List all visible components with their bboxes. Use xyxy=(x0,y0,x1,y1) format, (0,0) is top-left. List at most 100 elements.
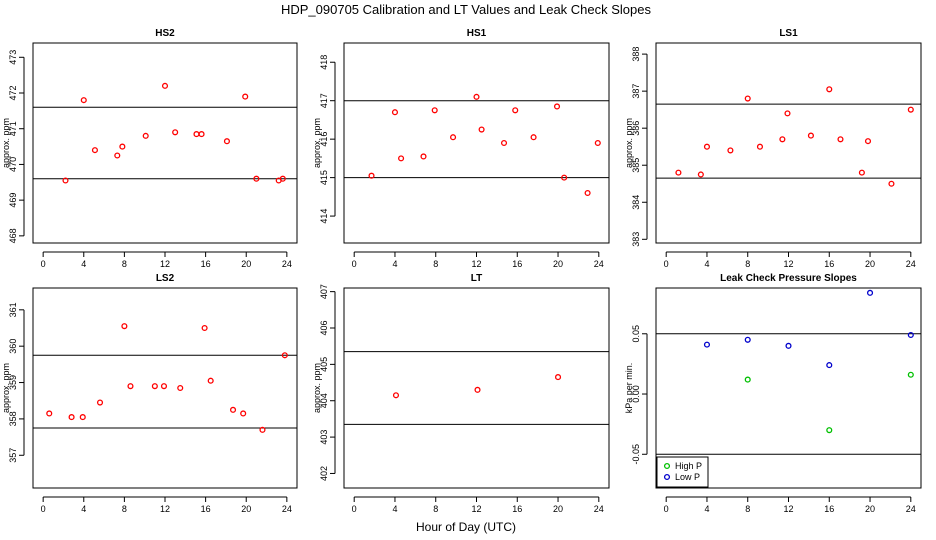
data-point xyxy=(826,86,833,93)
data-point xyxy=(473,93,480,100)
data-point xyxy=(756,143,764,150)
data-point xyxy=(142,132,149,139)
data-point xyxy=(594,139,601,147)
data-point xyxy=(431,107,438,114)
y-tick-label: 357 xyxy=(8,448,18,463)
panel-title: LT xyxy=(471,273,482,284)
x-tick-label: 16 xyxy=(824,504,834,514)
data-point xyxy=(253,175,260,182)
x-tick-label: 12 xyxy=(783,259,793,269)
x-tick-label: 0 xyxy=(41,259,46,269)
data-point xyxy=(420,153,427,160)
data-point xyxy=(697,171,704,178)
x-tick-label: 20 xyxy=(553,259,563,269)
y-tick-label: 415 xyxy=(319,170,329,185)
x-tick-label: 0 xyxy=(352,504,357,514)
panel-lt: LT 0 4 8 12 16 20 24 402 403 404 405 406 407 approx. p… xyxy=(312,273,610,514)
data-point xyxy=(675,169,682,176)
x-tick-label: 20 xyxy=(553,504,563,514)
data-point xyxy=(478,126,485,133)
data-point xyxy=(229,406,237,413)
data-point xyxy=(161,82,169,89)
x-tick-label: 24 xyxy=(282,259,292,269)
y-tick-label: 405 xyxy=(319,357,329,372)
data-point xyxy=(779,136,786,143)
data-point xyxy=(119,143,126,150)
y-tick-label: 469 xyxy=(8,193,18,208)
y-tick-label: 358 xyxy=(8,411,18,426)
y-tick-label: 386 xyxy=(631,121,641,136)
data-point xyxy=(62,177,69,184)
y-tick-label: 404 xyxy=(319,393,329,408)
data-point xyxy=(68,414,75,421)
data-point xyxy=(703,143,711,150)
legend-box xyxy=(656,456,709,488)
legend-marker xyxy=(663,462,671,470)
data-point xyxy=(553,103,561,110)
data-point xyxy=(96,399,104,406)
panel-title: LS1 xyxy=(779,28,798,39)
x-tick-label: 16 xyxy=(201,259,211,269)
y-tick-label: 0.05 xyxy=(631,325,641,343)
y-axis-label: kPa per min. xyxy=(624,363,634,414)
x-tick-label: 20 xyxy=(865,504,875,514)
x-tick-label: 24 xyxy=(906,259,916,269)
data-point xyxy=(160,383,168,390)
x-tick-label: 8 xyxy=(745,504,750,514)
y-tick-label: 384 xyxy=(631,195,641,210)
x-tick-label: 12 xyxy=(160,259,170,269)
y-tick-label: 361 xyxy=(8,302,18,317)
panel-hs2: HS2 0 4 8 12 16 20 24 468 469 470 471 472 473 approx. … xyxy=(1,28,298,269)
x-tick-label: 8 xyxy=(433,259,438,269)
panel-title: Leak Check Pressure Slopes xyxy=(720,273,857,284)
data-point xyxy=(368,172,375,179)
data-point xyxy=(888,180,895,187)
data-point xyxy=(807,132,814,139)
x-tick-label: 8 xyxy=(433,504,438,514)
data-point xyxy=(727,147,734,154)
data-point xyxy=(837,136,844,143)
panels: HS2 0 4 8 12 16 20 24 468 469 470 471 472 473 approx. … xyxy=(1,28,922,514)
x-tick-label: 20 xyxy=(241,504,251,514)
panel-leak-check-pressure-slopes: Leak Check Pressure Slopes 0 4 8 12 16 20 24 -0.… xyxy=(624,273,922,514)
x-tick-label: 4 xyxy=(392,259,397,269)
y-tick-label: 388 xyxy=(631,47,641,62)
data-point xyxy=(279,175,286,182)
data-point xyxy=(121,323,128,330)
y-tick-label: 359 xyxy=(8,375,18,390)
data-point xyxy=(398,155,405,162)
data-point xyxy=(391,109,399,116)
x-tick-label: 0 xyxy=(352,259,357,269)
x-tick-label: 24 xyxy=(282,504,292,514)
data-point xyxy=(744,95,751,102)
data-point xyxy=(223,138,230,145)
x-tick-label: 16 xyxy=(824,259,834,269)
data-point xyxy=(450,134,457,141)
x-tick-label: 12 xyxy=(471,259,481,269)
data-point xyxy=(826,362,833,369)
data-point xyxy=(826,427,833,434)
plot-frame xyxy=(655,42,922,244)
x-tick-label: 4 xyxy=(392,504,397,514)
data-point xyxy=(46,410,53,417)
x-tick-label: 4 xyxy=(81,504,86,514)
x-tick-label: 24 xyxy=(594,259,604,269)
y-tick-label: 418 xyxy=(319,55,329,70)
data-point xyxy=(79,414,86,421)
data-point xyxy=(907,331,914,339)
y-axis-label: approx. ppm xyxy=(624,118,634,168)
x-tick-label: 24 xyxy=(906,504,916,514)
data-point xyxy=(703,341,711,348)
y-axis-label: approx. ppm xyxy=(312,118,322,168)
y-tick-label: 406 xyxy=(319,320,329,335)
panel-hs1: HS1 0 4 8 12 16 20 24 414 415 416 417 418 approx. ppm xyxy=(312,28,610,269)
x-tick-label: 0 xyxy=(664,504,669,514)
x-tick-label: 16 xyxy=(201,504,211,514)
x-tick-label: 24 xyxy=(594,504,604,514)
panel-ls1: LS1 0 4 8 12 16 20 24 383 384 385 386 387 388 approx. … xyxy=(624,28,922,269)
y-axis-label: approx. ppm xyxy=(1,363,11,413)
data-point xyxy=(530,134,537,141)
plot-frame xyxy=(343,42,610,244)
